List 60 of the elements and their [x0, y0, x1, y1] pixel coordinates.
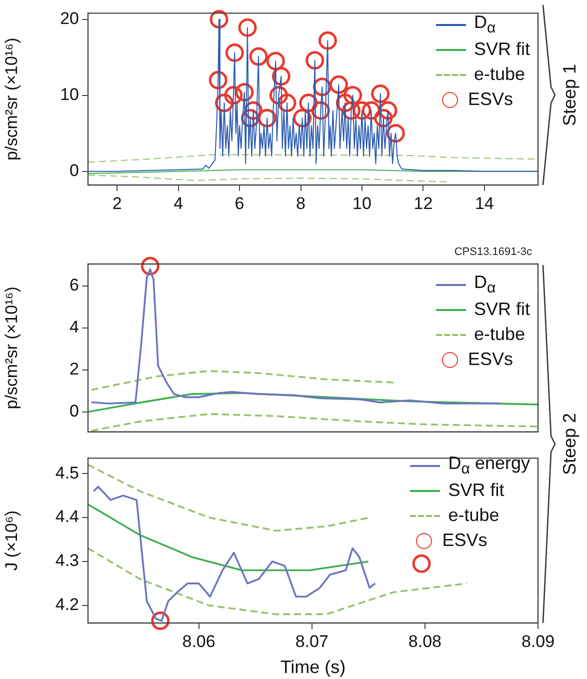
point [344, 86, 362, 105]
y-axis-title: J (×10⁶) [2, 510, 21, 571]
x-tick-label: 8.08 [408, 632, 442, 651]
x-tick-label: 8 [296, 194, 306, 213]
legend-label: D$_{α}$ [474, 272, 496, 297]
text: CPS13.1691-3c [454, 246, 532, 258]
legend-label: D$_{α}$ energy [448, 453, 530, 478]
x-tick-label: 10 [352, 194, 372, 213]
legend-label: ESVs [468, 349, 514, 370]
x-tick-label: 2 [112, 194, 122, 213]
legend-label: ESVs [468, 89, 514, 110]
legend-label: D$_{α}$ [474, 12, 496, 37]
point [306, 51, 324, 70]
legend-label: SVR fit [448, 480, 504, 501]
line-series [88, 464, 370, 532]
text: Steep 1 [560, 64, 580, 126]
y-tick-label: 4.3 [55, 551, 79, 570]
x-tick-label: 6 [234, 194, 244, 213]
point [224, 86, 243, 105]
y-tick-label: 10 [60, 84, 79, 104]
legend-label: e-tube [448, 505, 500, 526]
point [208, 70, 228, 90]
point [225, 43, 244, 62]
legend-label: SVR fit [474, 39, 530, 60]
y-tick-label: 4 [70, 318, 79, 337]
x-tick-label: 12 [414, 194, 433, 213]
line-series [90, 413, 538, 432]
point [352, 101, 372, 120]
line-series [88, 547, 468, 616]
x-tick-label: 8.07 [295, 632, 328, 651]
y-axis-title: p/scm²sr (×10¹⁶) [2, 286, 21, 410]
point [249, 47, 268, 66]
point [371, 84, 390, 104]
y-tick-label: 6 [70, 276, 79, 295]
legend-label: e-tube [474, 324, 526, 345]
x-tick-label: 8.06 [182, 632, 216, 651]
point [318, 31, 337, 50]
x-tick-label: 14 [474, 194, 494, 213]
y-tick-label: 4.5 [55, 463, 79, 482]
line-series [90, 370, 394, 391]
legend-label: ESVs [442, 530, 488, 551]
point [266, 52, 285, 70]
y-tick-label: 4.4 [55, 507, 79, 526]
point [210, 10, 228, 29]
x-tick-label: 8.09 [521, 632, 555, 651]
point [238, 18, 257, 37]
line-series [88, 174, 448, 182]
text: Steep 2 [560, 412, 580, 476]
x-axis-title: Time (s) [280, 657, 346, 678]
y-tick-label: 2 [70, 360, 79, 379]
y-axis-title: p/scm²sr (×10¹⁶) [2, 38, 21, 160]
y-tick-label: 4.2 [55, 595, 79, 614]
point [362, 101, 380, 120]
legend-label: SVR fit [474, 299, 530, 320]
point [329, 75, 348, 94]
y-tick-label: 0 [70, 161, 79, 180]
y-tick-label: 0 [70, 402, 79, 421]
x-tick-label: 4 [174, 194, 184, 213]
y-tick-label: 20 [60, 8, 79, 28]
legend-label: e-tube [474, 64, 526, 85]
